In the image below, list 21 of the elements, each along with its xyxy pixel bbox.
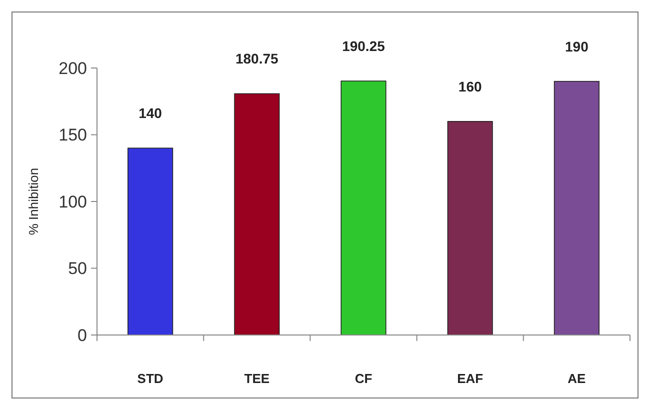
x-tick-label: CF bbox=[354, 371, 372, 386]
y-tick-label: 100 bbox=[58, 192, 87, 212]
x-tick-label: AE bbox=[568, 371, 586, 386]
data-label: 190 bbox=[565, 38, 589, 54]
bar bbox=[234, 93, 280, 336]
bar bbox=[128, 148, 174, 336]
x-tick-label: EAF bbox=[457, 371, 484, 386]
x-tick-label: STD bbox=[137, 371, 164, 386]
y-axis-title: % Inhibition bbox=[26, 168, 41, 236]
data-label: 190.25 bbox=[342, 38, 386, 54]
data-label: 160 bbox=[458, 78, 482, 94]
x-tick-label: TEE bbox=[244, 371, 270, 386]
data-label: 180.75 bbox=[235, 50, 279, 67]
y-tick-label: 200 bbox=[58, 58, 87, 78]
bar bbox=[554, 80, 600, 336]
y-tick-label: 150 bbox=[58, 126, 87, 145]
data-label: 140 bbox=[138, 105, 162, 122]
y-tick-label: 50 bbox=[68, 259, 87, 278]
bar bbox=[340, 80, 386, 336]
y-tick-label: 0 bbox=[78, 326, 87, 345]
bar bbox=[447, 121, 493, 336]
